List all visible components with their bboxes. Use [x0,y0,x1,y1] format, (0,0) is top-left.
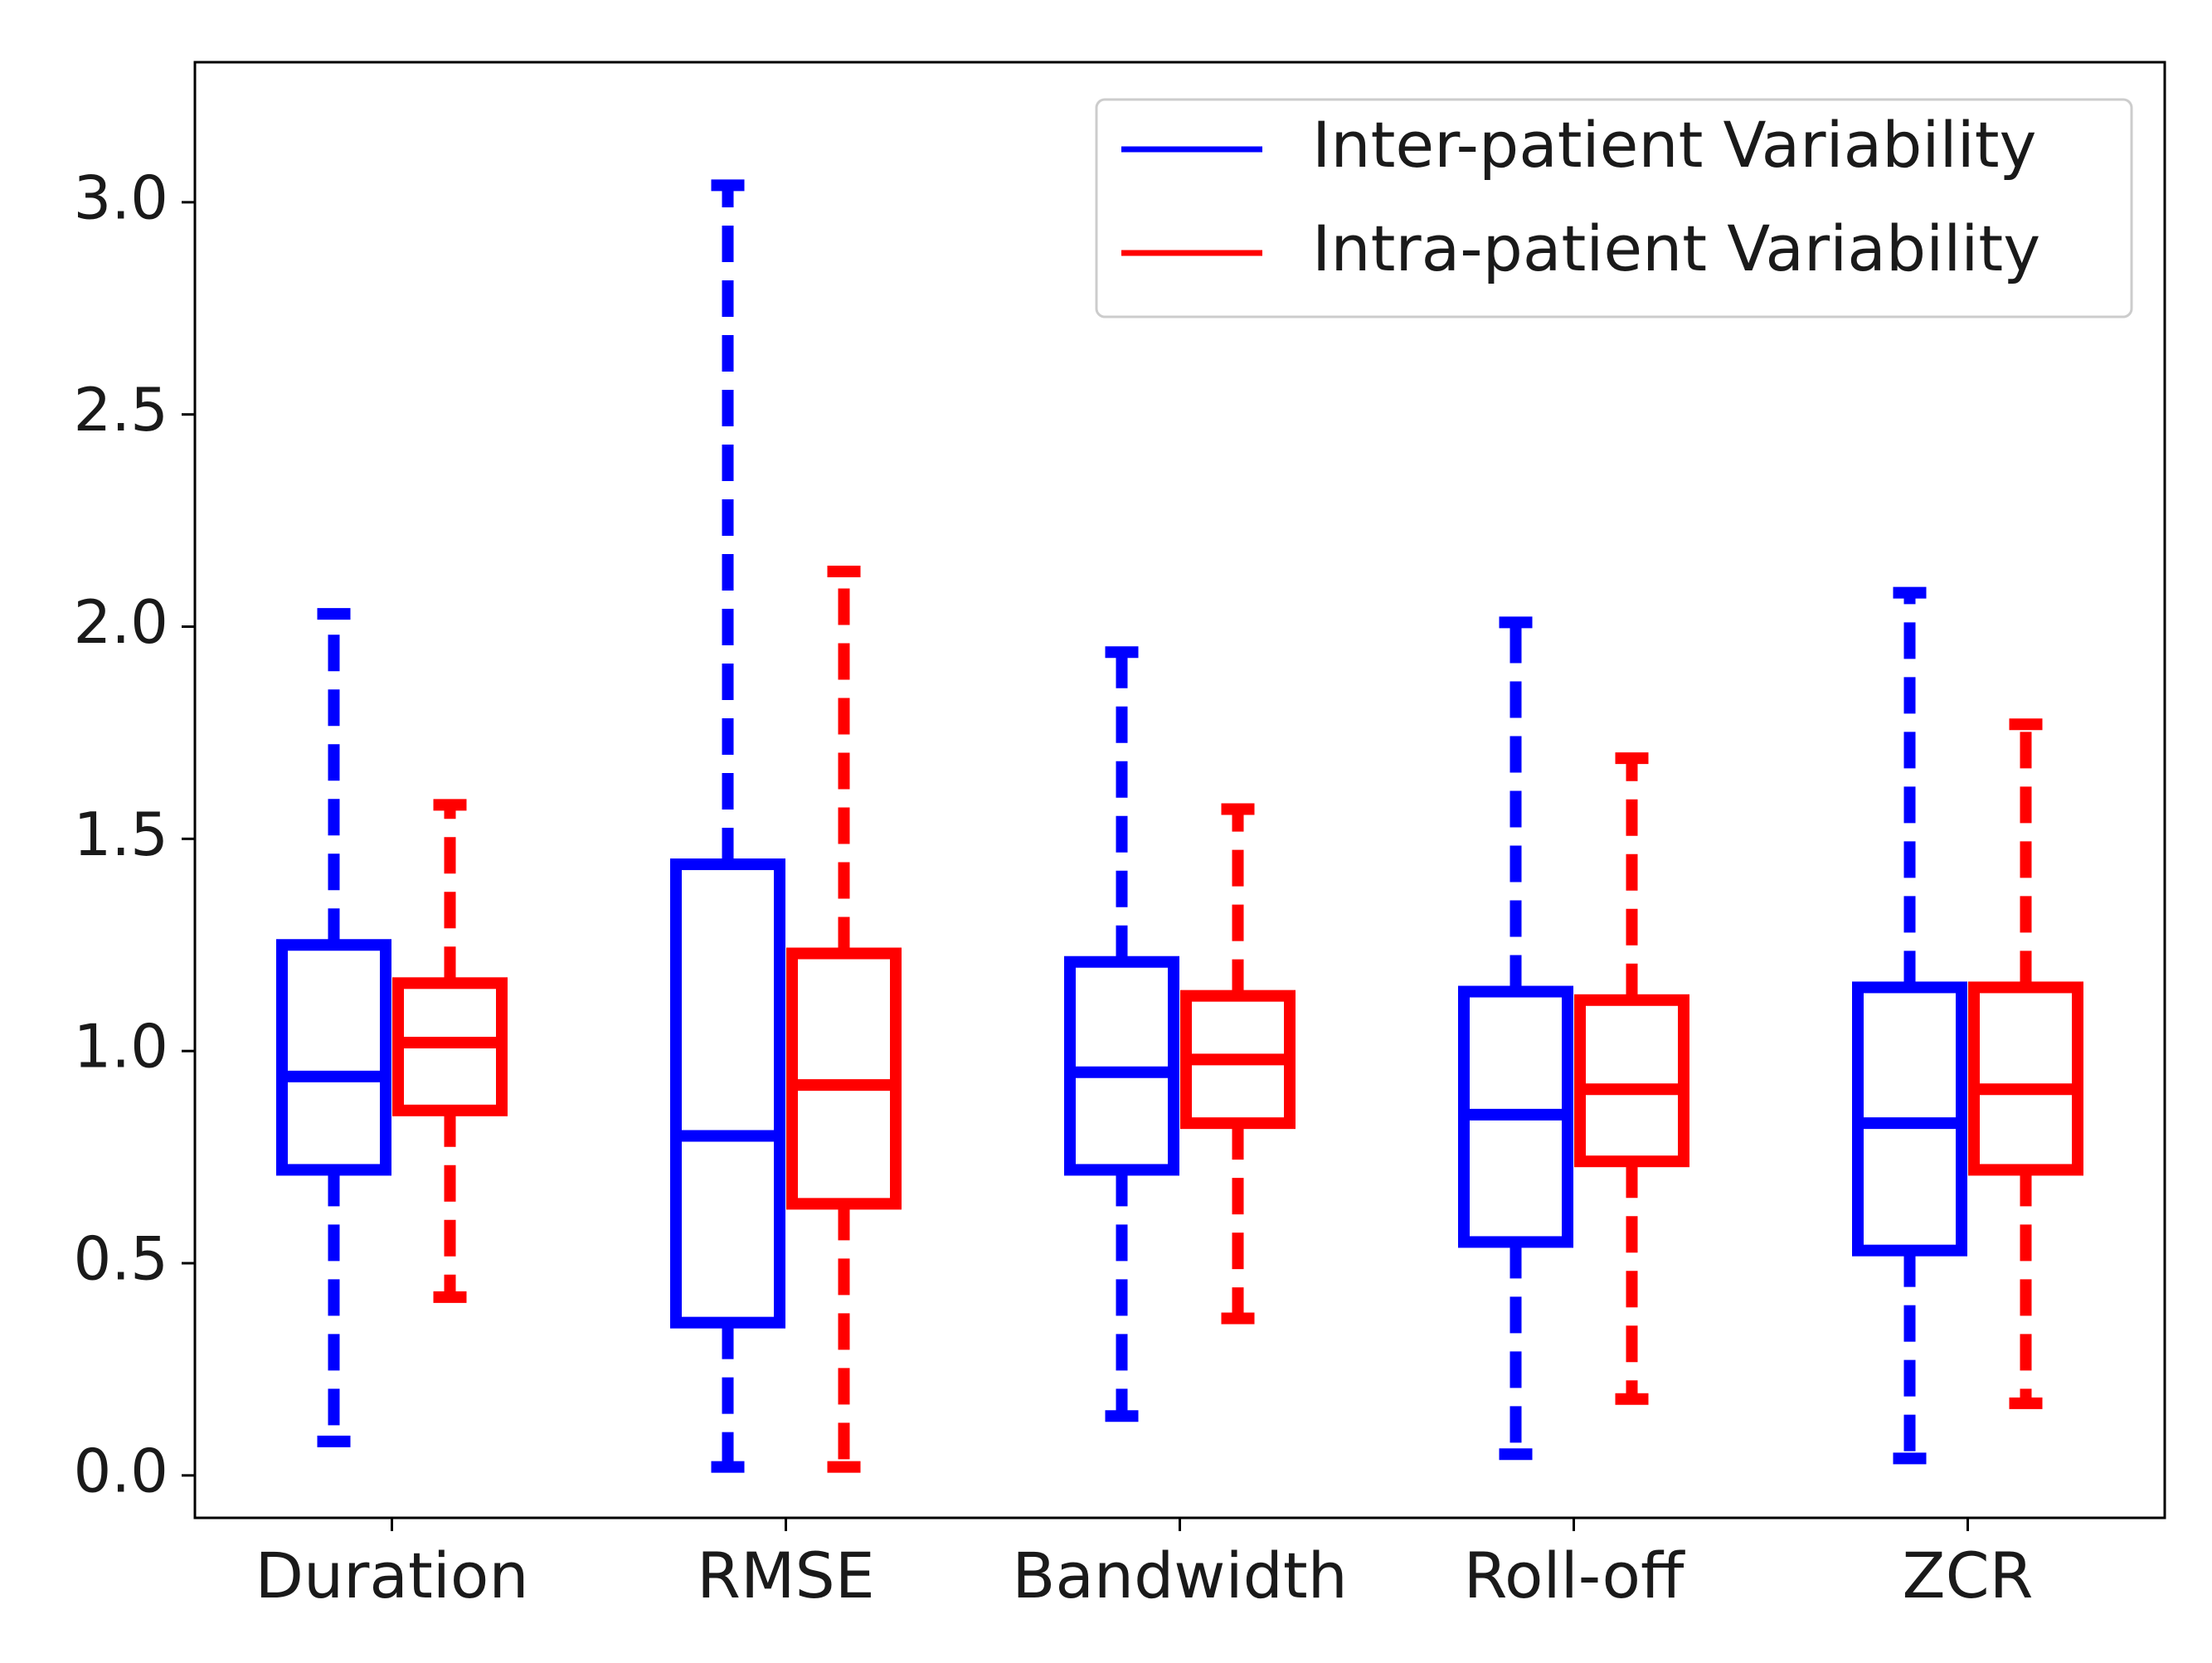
x-tick-label: RMSE [697,1539,875,1612]
x-tick-label: Roll-off [1464,1539,1685,1612]
box-iqr [1574,994,1689,1168]
box-iqr [670,858,785,1329]
y-tick-label: 3.0 [73,163,168,232]
box-zcr-intra [1968,718,2083,1409]
y-axis: 0.0 0.5 1.0 1.5 2.0 2.5 3.0 [73,163,195,1505]
box-duration-inter [276,608,391,1447]
box-zcr-inter [1852,586,1967,1465]
box-roll-off-inter [1458,616,1573,1461]
box-rmse-intra [786,565,902,1473]
boxes [276,179,2083,1473]
box-rmse-inter [670,179,785,1473]
box-bandwidth-inter [1064,646,1179,1422]
legend-label-intra: Intra-patient Variability [1312,212,2040,285]
y-tick-label: 2.5 [73,375,168,445]
x-tick-label: Bandwidth [1012,1539,1348,1612]
legend-frame [1095,98,2133,318]
legend-label-inter: Inter-patient Variability [1312,108,2037,182]
y-tick-label: 2.0 [73,587,168,657]
y-tick-label: 1.5 [73,800,168,869]
box-iqr [786,947,902,1210]
box-roll-off-intra [1574,752,1689,1405]
box-iqr [1064,955,1179,1176]
x-tick-label: ZCR [1903,1539,2034,1612]
x-tick-label: Duration [255,1539,528,1612]
y-tick-label: 0.5 [73,1224,168,1294]
legend: Inter-patient Variability Intra-patient … [1095,98,2133,318]
y-tick-label: 0.0 [73,1436,168,1505]
box-iqr [1968,981,2083,1176]
x-axis: Duration RMSE Bandwidth Roll-off ZCR [255,1518,2033,1612]
box-iqr [276,939,391,1176]
box-duration-intra [392,799,508,1303]
y-tick-label: 1.0 [73,1012,168,1082]
box-bandwidth-intra [1180,803,1296,1325]
